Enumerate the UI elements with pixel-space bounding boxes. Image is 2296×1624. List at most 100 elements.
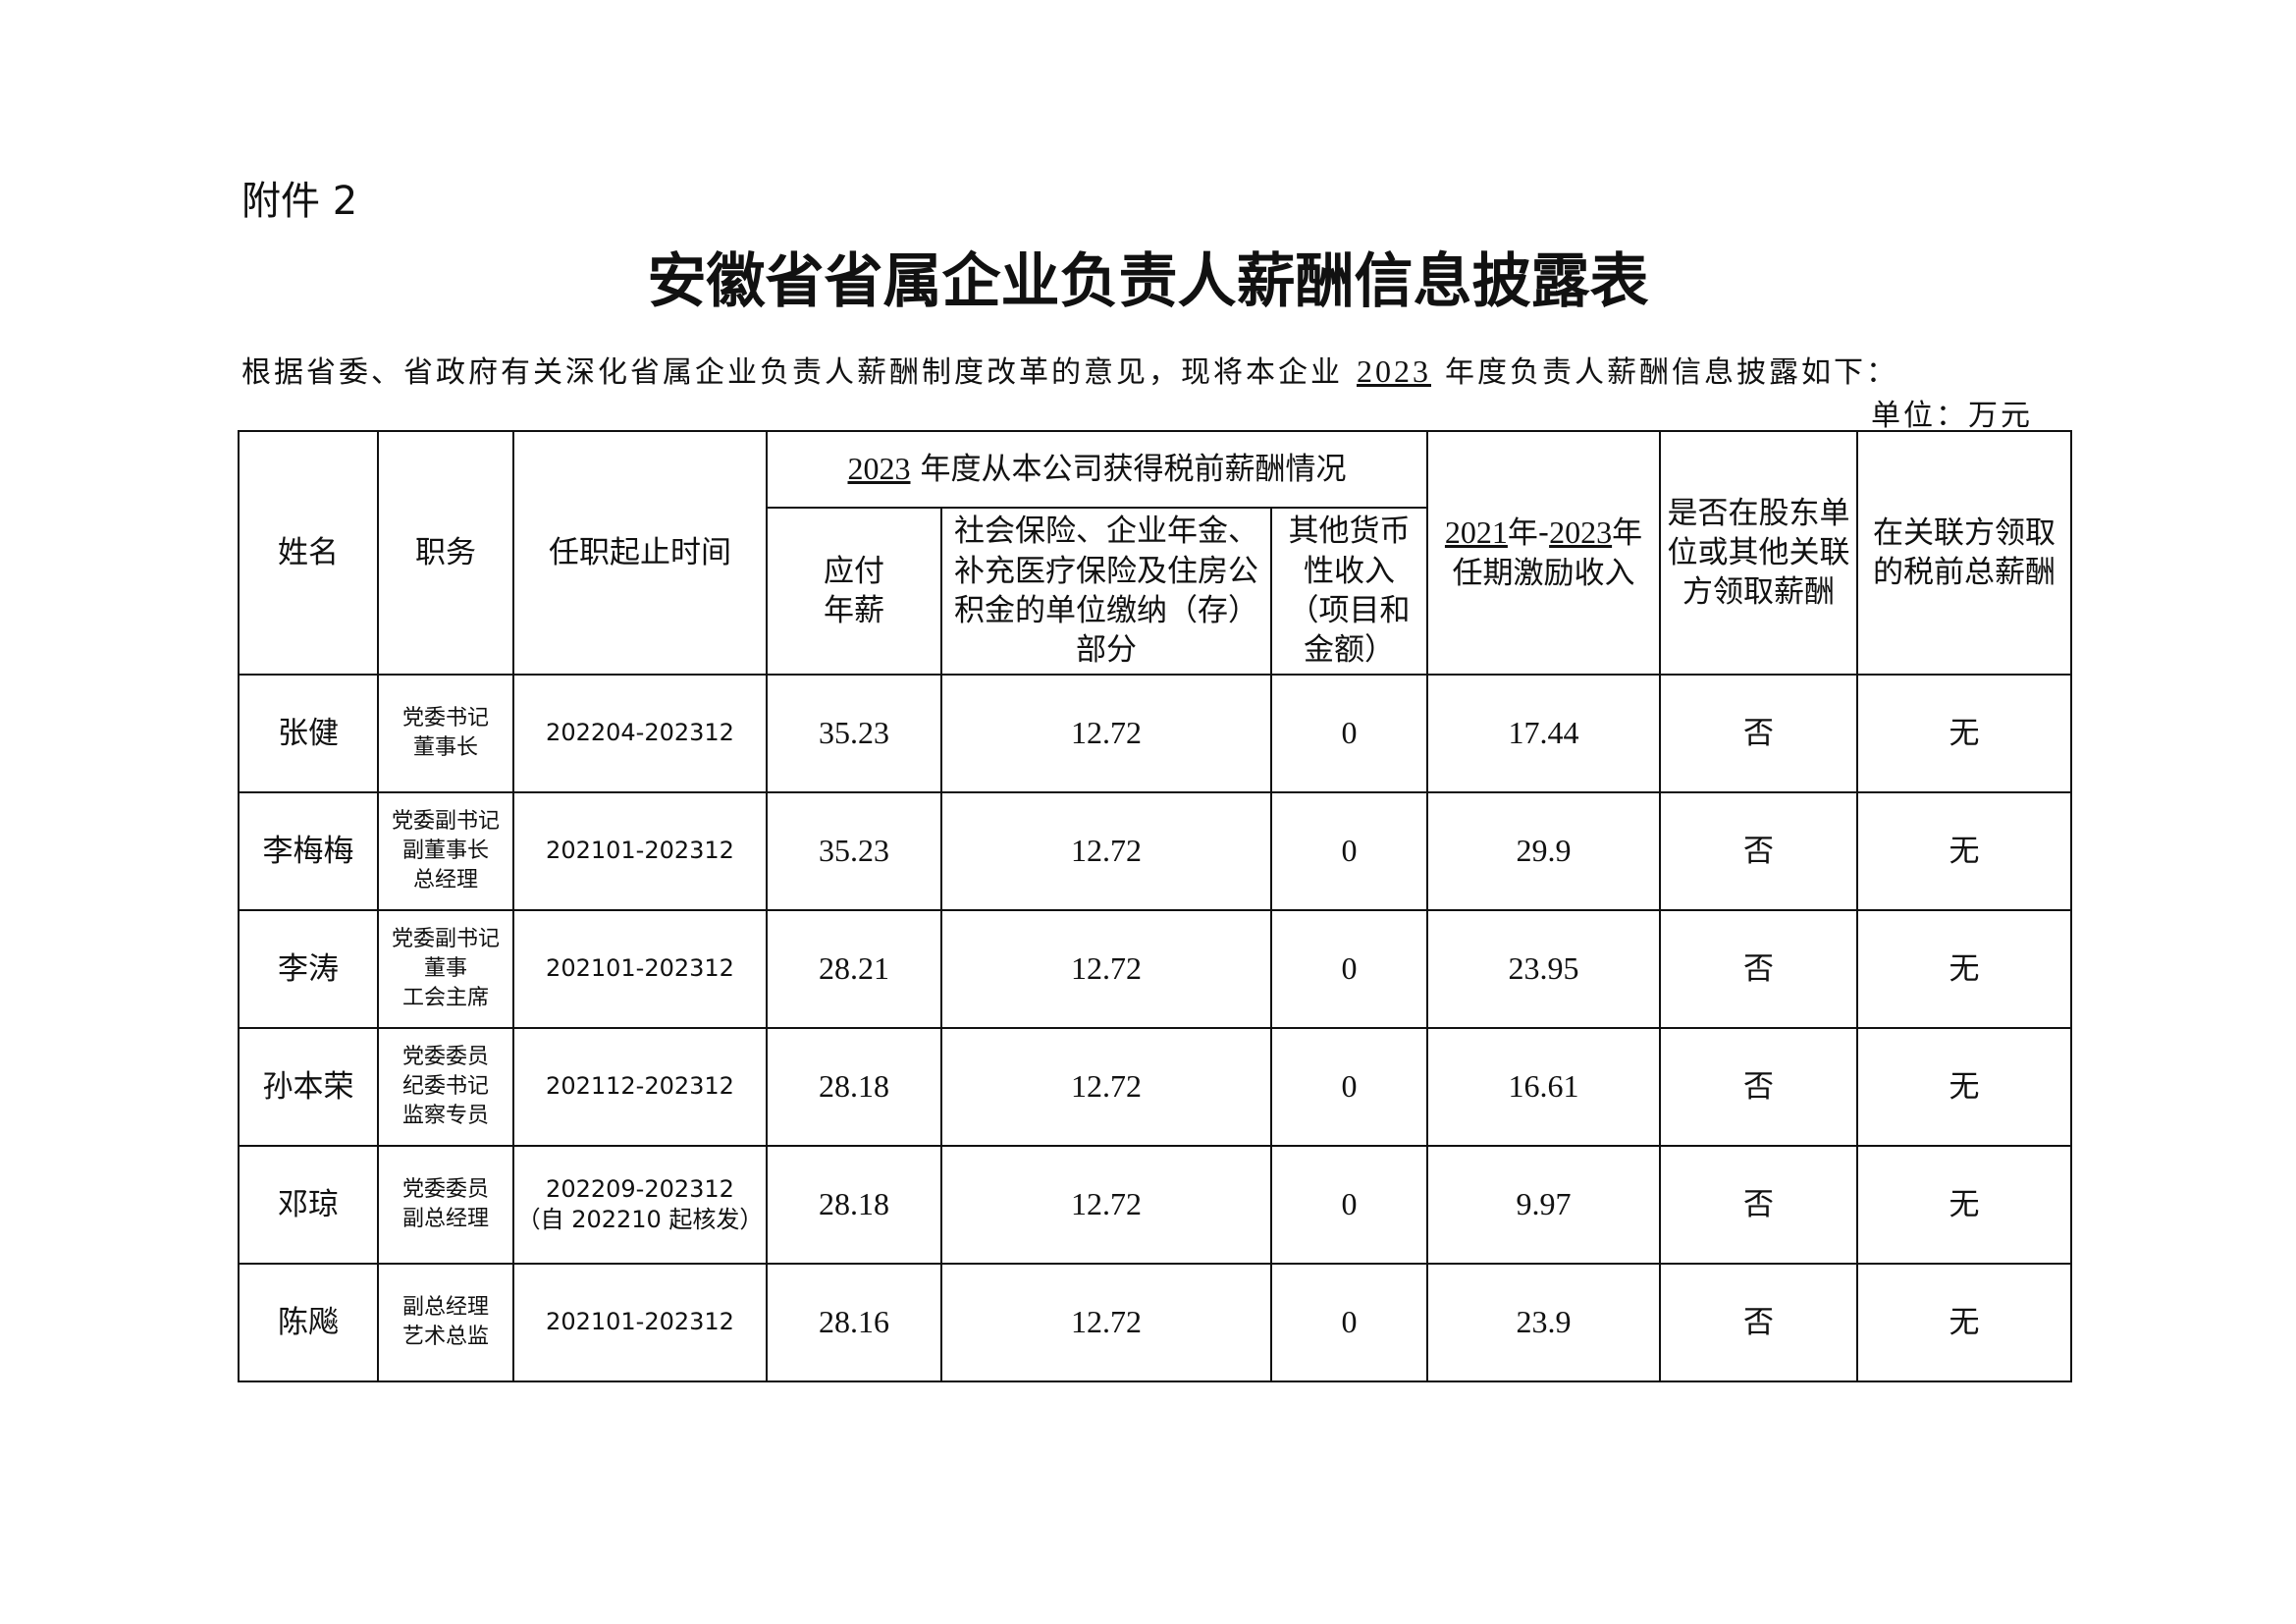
position-line: 总经理 bbox=[412, 867, 478, 893]
cell-other: 0 bbox=[1269, 909, 1429, 1029]
cell-shareholder: 否 bbox=[1659, 674, 1859, 793]
position-line: 艺术总监 bbox=[401, 1325, 489, 1349]
cell-shareholder: 否 bbox=[1659, 1027, 1859, 1147]
header-position: 职务 bbox=[377, 430, 514, 676]
position-line: 党委副书记 bbox=[391, 927, 500, 952]
term-range: 202204-202312 bbox=[546, 719, 734, 747]
intro-before: 根据省委、省政府有关深化省属企业负责人薪酬制度改革的意见，现将本企业 bbox=[241, 355, 1343, 390]
page-title: 安徽省省属企业负责人薪酬信息披露表 bbox=[647, 247, 1649, 316]
header-incentive: 2021年-2023年 任期激励收入 bbox=[1426, 430, 1662, 676]
cell-name: 张健 bbox=[238, 674, 379, 793]
cell-shareholder: 否 bbox=[1659, 909, 1859, 1029]
position-line: 党委委员 bbox=[401, 1177, 489, 1203]
position-line: 副总经理 bbox=[401, 1295, 489, 1321]
position-line: 副董事长 bbox=[401, 839, 489, 864]
cell-related: 无 bbox=[1856, 791, 2073, 911]
table-row: 邓琼 党委委员 副总经理 202209-202312 （自 202210 起核发） … bbox=[238, 1145, 2073, 1265]
cell-incentive: 23.9 bbox=[1426, 1263, 1662, 1382]
cell-related: 无 bbox=[1856, 1263, 2073, 1382]
term-note: （自 202210 起核发） bbox=[516, 1206, 764, 1233]
cell-term: 202209-202312 （自 202210 起核发） bbox=[512, 1145, 768, 1265]
cell-insurance: 12.72 bbox=[940, 909, 1272, 1029]
attachment-label: 附件 2 bbox=[241, 179, 358, 224]
cell-salary: 28.18 bbox=[766, 1145, 942, 1265]
cell-salary: 28.18 bbox=[766, 1027, 942, 1147]
intro-text: 根据省委、省政府有关深化省属企业负责人薪酬制度改革的意见，现将本企业 2023 年度… bbox=[241, 348, 1898, 391]
term-range: 202101-202312 bbox=[546, 837, 734, 865]
cell-other: 0 bbox=[1269, 1145, 1429, 1265]
cell-name: 孙本荣 bbox=[238, 1027, 379, 1147]
cell-related: 无 bbox=[1856, 1145, 2073, 1265]
header-salary: 应付年薪 bbox=[766, 507, 942, 676]
cell-insurance: 12.72 bbox=[940, 674, 1272, 793]
header-related-total: 在关联方领取的税前总薪酬 bbox=[1856, 430, 2073, 676]
position-line: 纪委书记 bbox=[401, 1074, 489, 1100]
position-line: 副总经理 bbox=[401, 1207, 489, 1231]
cell-position: 党委书记 董事长 bbox=[377, 674, 514, 793]
cell-incentive: 17.44 bbox=[1426, 674, 1662, 793]
cell-term: 202204-202312 bbox=[512, 674, 768, 793]
cell-other: 0 bbox=[1269, 791, 1429, 911]
cell-insurance: 12.72 bbox=[940, 1263, 1272, 1382]
term-range: 202101-202312 bbox=[546, 954, 734, 983]
cell-term: 202112-202312 bbox=[512, 1027, 768, 1147]
cell-position: 党委委员 副总经理 bbox=[377, 1145, 514, 1265]
table-row: 张健 党委书记 董事长 202204-202312 35.23 12.72 0 1… bbox=[238, 674, 2073, 793]
cell-related: 无 bbox=[1856, 909, 2073, 1029]
position-line: 董事长 bbox=[412, 735, 478, 760]
cell-position: 副总经理 艺术总监 bbox=[377, 1263, 514, 1382]
cell-related: 无 bbox=[1856, 1027, 2073, 1147]
cell-position: 党委副书记董事工会主席 bbox=[377, 909, 514, 1029]
cell-shareholder: 否 bbox=[1659, 791, 1859, 911]
cell-incentive: 23.95 bbox=[1426, 909, 1662, 1029]
position-line: 党委副书记 bbox=[391, 809, 500, 835]
table-row: 李梅梅 党委副书记副董事长总经理 202101-202312 35.23 12.… bbox=[238, 791, 2073, 911]
incentive-year-end: 2023 bbox=[1549, 514, 1613, 551]
cell-shareholder: 否 bbox=[1659, 1263, 1859, 1382]
table-row: 孙本荣 党委委员纪委书记监察专员 202112-202312 28.18 12.… bbox=[238, 1027, 2073, 1147]
header-group-text: 年度从本公司获得税前薪酬情况 bbox=[920, 452, 1347, 488]
position-line: 党委委员 bbox=[401, 1045, 489, 1070]
cell-incentive: 9.97 bbox=[1426, 1145, 1662, 1265]
cell-term: 202101-202312 bbox=[512, 791, 768, 911]
cell-position: 党委委员纪委书记监察专员 bbox=[377, 1027, 514, 1147]
cell-name: 李涛 bbox=[238, 909, 379, 1029]
unit-label: 单位：万元 bbox=[1871, 399, 2033, 433]
cell-position: 党委副书记副董事长总经理 bbox=[377, 791, 514, 911]
header-group-year: 2023 bbox=[847, 451, 911, 487]
header-name: 姓名 bbox=[238, 430, 379, 676]
cell-related: 无 bbox=[1856, 674, 2073, 793]
position-line: 工会主席 bbox=[401, 985, 489, 1010]
cell-incentive: 29.9 bbox=[1426, 791, 1662, 911]
position-line: 监察专员 bbox=[401, 1103, 489, 1128]
cell-salary: 35.23 bbox=[766, 791, 942, 911]
cell-term: 202101-202312 bbox=[512, 1263, 768, 1382]
intro-after: 年度负责人薪酬信息披露如下： bbox=[1445, 355, 1898, 390]
header-other: 其他货币性收入（项目和金额） bbox=[1269, 507, 1429, 676]
cell-insurance: 12.72 bbox=[940, 1027, 1272, 1147]
cell-other: 0 bbox=[1269, 1027, 1429, 1147]
cell-incentive: 16.61 bbox=[1426, 1027, 1662, 1147]
cell-name: 邓琼 bbox=[238, 1145, 379, 1265]
cell-salary: 28.16 bbox=[766, 1263, 942, 1382]
incentive-year-start: 2021 bbox=[1444, 514, 1508, 551]
position-line: 董事 bbox=[423, 956, 467, 982]
incentive-text: 任期激励收入 bbox=[1452, 555, 1635, 591]
term-range: 202112-202312 bbox=[546, 1072, 734, 1101]
header-insurance: 社会保险、企业年金、补充医疗保险及住房公积金的单位缴纳（存）部分 bbox=[940, 507, 1272, 676]
intro-year: 2023 bbox=[1357, 353, 1431, 389]
cell-name: 陈飚 bbox=[238, 1263, 379, 1382]
term-range: 202209-202312 bbox=[546, 1174, 734, 1203]
salary-table: 姓名 职务 任职起止时间 2023 年度从本公司获得税前薪酬情况 2021年-20… bbox=[238, 430, 2073, 1382]
cell-insurance: 12.72 bbox=[940, 791, 1272, 911]
cell-salary: 35.23 bbox=[766, 674, 942, 793]
cell-salary: 28.21 bbox=[766, 909, 942, 1029]
header-shareholder: 是否在股东单位或其他关联方领取薪酬 bbox=[1659, 430, 1859, 676]
cell-shareholder: 否 bbox=[1659, 1145, 1859, 1265]
cell-other: 0 bbox=[1269, 1263, 1429, 1382]
cell-insurance: 12.72 bbox=[940, 1145, 1272, 1265]
table-row: 李涛 党委副书记董事工会主席 202101-202312 28.21 12.72… bbox=[238, 909, 2073, 1029]
cell-other: 0 bbox=[1269, 674, 1429, 793]
cell-name: 李梅梅 bbox=[238, 791, 379, 911]
cell-term: 202101-202312 bbox=[512, 909, 768, 1029]
